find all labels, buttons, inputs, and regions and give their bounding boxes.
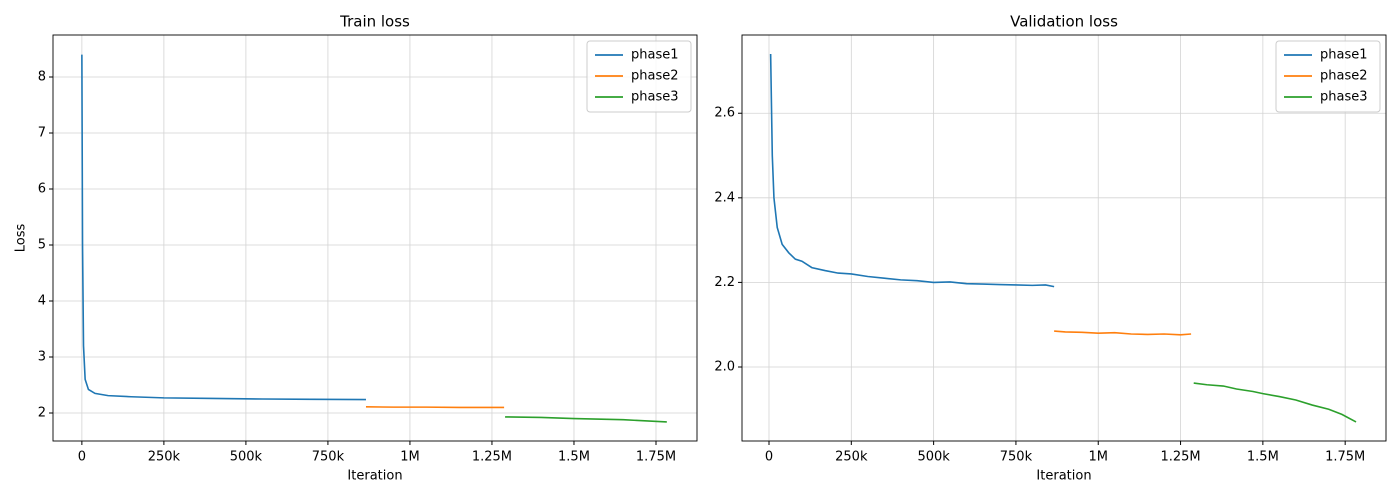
x-tick-label: 1.75M — [1325, 450, 1365, 465]
y-tick-label: 4 — [38, 294, 46, 309]
legend-label: phase1 — [1320, 48, 1368, 63]
x-tick-label: 1.5M — [1247, 450, 1279, 465]
y-tick-label: 2.0 — [714, 359, 735, 374]
legend-label: phase1 — [631, 48, 679, 63]
x-tick-label: 1.5M — [558, 450, 590, 465]
x-tick-label: 500k — [230, 450, 263, 465]
y-tick-label: 2 — [38, 406, 46, 421]
line-series — [1193, 382, 1357, 423]
x-axis-label: Iteration — [347, 469, 402, 484]
axes-frame — [52, 34, 698, 442]
legend-label: phase3 — [1320, 90, 1368, 105]
x-tick-label: 0 — [765, 450, 773, 465]
x-tick-label: 250k — [835, 450, 868, 465]
x-tick-label: 250k — [148, 450, 181, 465]
line-series — [365, 406, 505, 409]
x-tick-label: 1.25M — [1160, 450, 1200, 465]
y-tick-label: 2.2 — [714, 275, 735, 290]
y-tick-label: 2.6 — [714, 106, 735, 121]
legend-box — [586, 40, 692, 113]
y-tick-label: 5 — [38, 238, 46, 253]
line-series — [1054, 330, 1192, 336]
y-tick-label: 2.4 — [714, 190, 735, 205]
chart-title: Train loss — [339, 13, 410, 31]
y-tick-label: 7 — [38, 126, 46, 141]
x-axis-label: Iteration — [1036, 469, 1091, 484]
x-tick-label: 500k — [917, 450, 950, 465]
y-tick-label: 8 — [38, 70, 46, 85]
x-tick-label: 750k — [1000, 450, 1033, 465]
legend-box — [1275, 40, 1381, 113]
line-series — [769, 54, 1055, 288]
x-tick-label: 0 — [78, 450, 86, 465]
line-series — [81, 54, 366, 401]
legend-label: phase2 — [631, 69, 679, 84]
line-series — [505, 416, 667, 423]
legend-label: phase2 — [1320, 69, 1368, 84]
legend-label: phase3 — [631, 90, 679, 105]
chart-title: Validation loss — [1010, 13, 1118, 31]
x-tick-label: 1M — [1088, 450, 1108, 465]
y-tick-label: 6 — [38, 182, 46, 197]
y-tick-label: 3 — [38, 350, 46, 365]
x-tick-label: 750k — [312, 450, 345, 465]
x-tick-label: 1.75M — [636, 450, 676, 465]
axes-frame — [741, 34, 1387, 442]
x-tick-label: 1M — [400, 450, 420, 465]
y-axis-label: Loss — [14, 224, 29, 253]
x-tick-label: 1.25M — [472, 450, 512, 465]
